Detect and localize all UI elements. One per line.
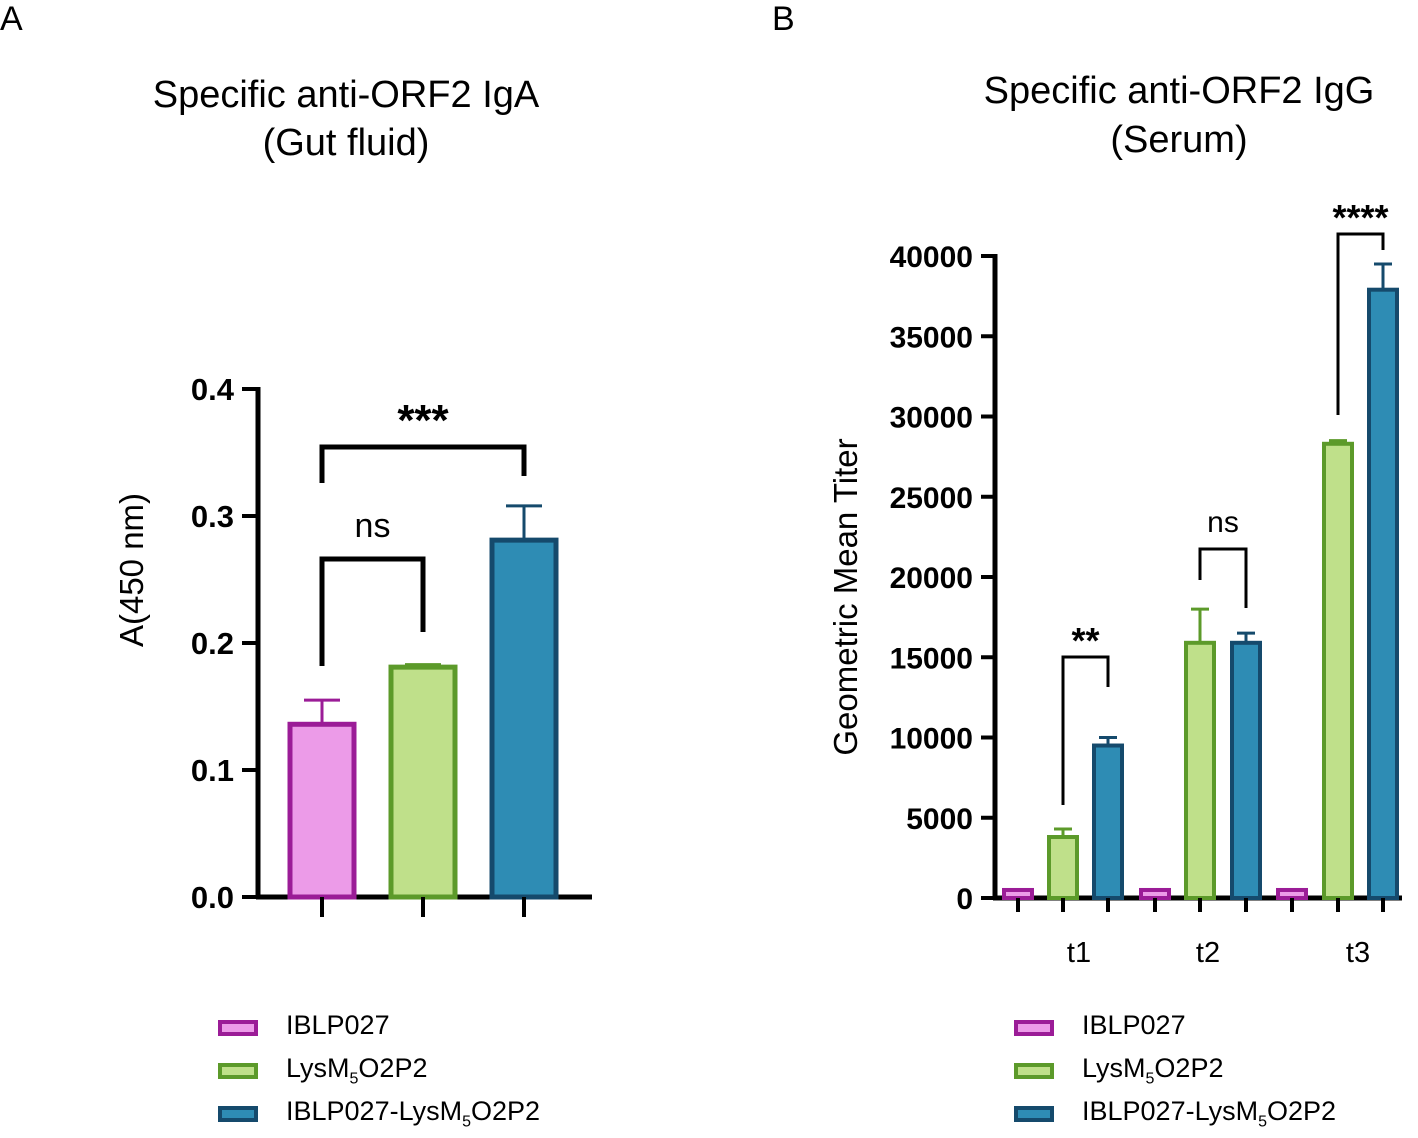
bar-IBLP027-LysM5O2P2 [489, 537, 559, 900]
bar-IBLP027-LysM5O2P2-t2 [1230, 640, 1262, 900]
y-tick-label: 10000 [890, 723, 973, 756]
significance-bracket [1061, 655, 1110, 805]
bar-LysM5O2P2-t1 [1047, 835, 1079, 901]
bar-IBLP027-t2 [1139, 887, 1171, 900]
y-tick-label: 0.1 [191, 753, 234, 788]
x-tick-label: t1 [1067, 937, 1091, 969]
legend-a: IBLP027 LysM5O2P2 IBLP027-LysM5O2P2 [218, 1006, 540, 1135]
legend-swatch [1014, 1105, 1054, 1122]
legend-swatch [218, 1105, 258, 1122]
chart-b: Specific anti-ORF2 IgG (Serum) Geometric M… [827, 70, 1402, 969]
legend-label: IBLP027 [1082, 1009, 1186, 1040]
y-tick-label: 0.3 [191, 499, 234, 534]
bar-LysM5O2P2-t3 [1322, 441, 1354, 900]
legend-swatch [218, 1062, 258, 1079]
y-tick-label: 30000 [890, 402, 973, 435]
legend-item: IBLP027 [1014, 1006, 1336, 1049]
legend-label: IBLP027-LysM5O2P2 [286, 1095, 541, 1131]
chart-title: Specific anti-ORF2 IgG [984, 70, 1375, 112]
legend-item: IBLP027-LysM5O2P2 [1014, 1092, 1336, 1135]
significance-label: **** [1332, 197, 1388, 238]
y-tick-label: 20000 [890, 562, 973, 595]
legend-label: LysM5O2P2 [286, 1052, 428, 1088]
significance-bracket [1198, 547, 1248, 608]
legend-item: LysM5O2P2 [218, 1049, 540, 1092]
legend-label: IBLP027-LysM5O2P2 [1082, 1095, 1337, 1131]
legend-label: LysM5O2P2 [1082, 1052, 1224, 1088]
y-tick-label: 0.4 [191, 372, 235, 407]
panel-a-label: A [0, 0, 23, 38]
chart-a: Specific anti-ORF2 IgA (Gut fluid) A(450 n… [113, 74, 592, 917]
chart-subtitle: (Serum) [1110, 119, 1247, 161]
y-tick-label: 5000 [906, 803, 973, 836]
significance-label: *** [397, 396, 449, 445]
legend-item: IBLP027-LysM5O2P2 [218, 1092, 540, 1135]
bar-IBLP027 [287, 721, 357, 900]
significance-label: ns [355, 507, 391, 545]
significance-bracket [319, 444, 527, 483]
bar-IBLP027-LysM5O2P2-t3 [1367, 287, 1399, 900]
significance-label: ** [1071, 620, 1099, 661]
significance-bracket [319, 556, 426, 666]
x-tick-label: t3 [1346, 937, 1370, 969]
legend-item: LysM5O2P2 [1014, 1049, 1336, 1092]
y-axis-label: A(450 nm) [113, 493, 150, 647]
panel-b-label: B [772, 0, 795, 38]
chart-subtitle: (Gut fluid) [263, 122, 430, 164]
y-tick-label: 15000 [890, 642, 973, 675]
bar-LysM5O2P2-t2 [1184, 640, 1216, 900]
bar-IBLP027-t1 [1002, 887, 1034, 900]
x-tick-label: t2 [1196, 937, 1220, 969]
legend-b: IBLP027 LysM5O2P2 IBLP027-LysM5O2P2 [1014, 1006, 1336, 1135]
significance-bracket [1336, 232, 1385, 415]
y-tick-label: 35000 [890, 321, 973, 354]
y-tick-label: 0.0 [191, 880, 234, 915]
bar-IBLP027-LysM5O2P2-t1 [1092, 743, 1124, 901]
chart-title: Specific anti-ORF2 IgA [153, 74, 540, 116]
bar-LysM5O2P2 [388, 664, 458, 900]
y-tick-label: 0.2 [191, 626, 234, 661]
y-tick-label: 0 [956, 883, 973, 916]
significance-label: ns [1207, 506, 1239, 539]
legend-swatch [1014, 1019, 1054, 1036]
y-tick-label: 25000 [890, 482, 973, 515]
legend-swatch [218, 1019, 258, 1036]
y-axis-label: Geometric Mean Titer [827, 438, 864, 755]
bar-IBLP027-t3 [1276, 887, 1308, 900]
legend-label: IBLP027 [286, 1009, 390, 1040]
legend-swatch [1014, 1062, 1054, 1079]
y-tick-label: 40000 [890, 241, 973, 274]
legend-item: IBLP027 [218, 1006, 540, 1049]
